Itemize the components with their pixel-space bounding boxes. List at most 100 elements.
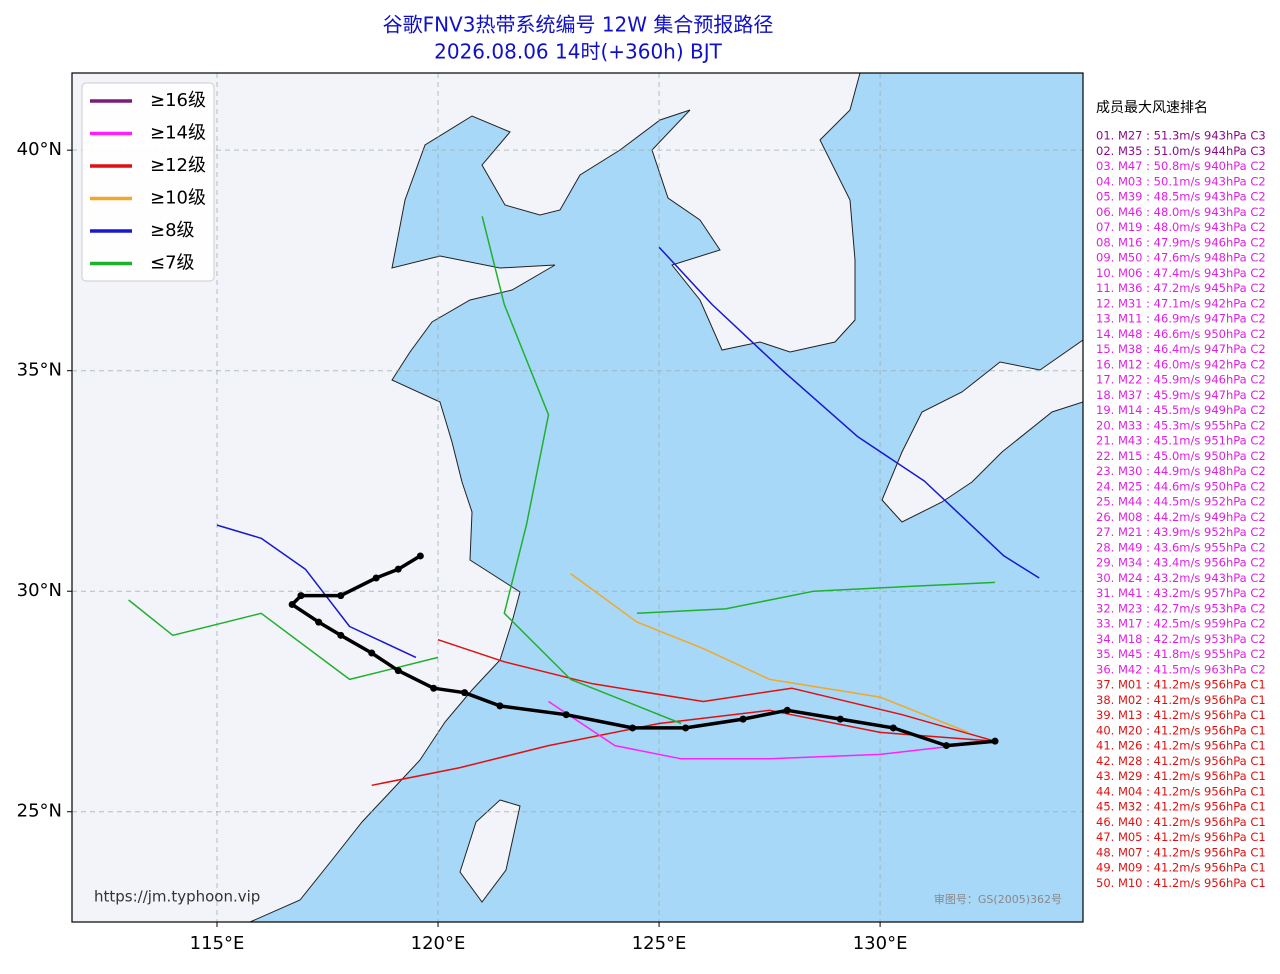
grid xyxy=(72,73,1083,922)
member-track xyxy=(658,246,1040,579)
ranking-item: 27. M21 : 43.9m/s 952hPa C2 xyxy=(1096,525,1266,539)
ranking-item: 09. M50 : 47.6m/s 948hPa C2 xyxy=(1096,251,1266,265)
mean-track-point xyxy=(337,631,345,639)
ranking-item: 18. M37 : 45.9m/s 947hPa C2 xyxy=(1096,388,1266,402)
ranking-item: 46. M40 : 41.2m/s 956hPa C1 xyxy=(1096,815,1266,829)
ranking-item: 10. M06 : 47.4m/s 943hPa C2 xyxy=(1096,266,1266,280)
ranking-item: 02. M35 : 51.0m/s 944hPa C3 xyxy=(1096,144,1266,158)
ranking-item: 19. M14 : 45.5m/s 949hPa C2 xyxy=(1096,403,1266,417)
mean-track-point xyxy=(562,711,570,719)
ranking-item: 30. M24 : 43.2m/s 943hPa C2 xyxy=(1096,571,1266,585)
ranking-item: 04. M03 : 50.1m/s 943hPa C2 xyxy=(1096,174,1266,188)
member-track xyxy=(371,709,996,787)
y-tick-label: 30°N xyxy=(17,580,62,601)
ranking-item: 43. M29 : 41.2m/s 956hPa C1 xyxy=(1096,769,1266,783)
mean-track-point xyxy=(461,689,469,697)
axes: 115°E 120°E 125°E 130°E 25°N 30°N 35°N 40°N xyxy=(17,139,908,954)
mean-track-point xyxy=(288,600,296,608)
legend-label: ≥8级 xyxy=(150,220,195,241)
ranking-item: 48. M07 : 41.2m/s 956hPa C1 xyxy=(1096,845,1266,859)
member-track xyxy=(128,599,439,681)
ranking-item: 32. M23 : 42.7m/s 953hPa C2 xyxy=(1096,601,1266,615)
mean-track-point xyxy=(496,702,504,710)
ranking-title: 成员最大风速排名 xyxy=(1096,100,1208,116)
review-number: 审图号：GS(2005)362号 xyxy=(934,892,1062,906)
land-japan xyxy=(881,339,1083,523)
ranking-item: 22. M15 : 45.0m/s 950hPa C2 xyxy=(1096,449,1266,463)
ranking-item: 49. M09 : 41.2m/s 956hPa C1 xyxy=(1096,861,1266,875)
mean-track-point xyxy=(416,552,424,560)
y-tick-label: 25°N xyxy=(17,801,62,822)
source-url: https://jm.typhoon.vip xyxy=(94,888,260,906)
ranking-item: 39. M13 : 41.2m/s 956hPa C1 xyxy=(1096,708,1266,722)
legend-box xyxy=(81,82,215,282)
legend-label: ≤7级 xyxy=(150,253,195,274)
ranking-item: 29. M34 : 43.4m/s 956hPa C2 xyxy=(1096,556,1266,570)
mean-track-point xyxy=(394,667,402,675)
ranking-item: 12. M31 : 47.1m/s 942hPa C2 xyxy=(1096,296,1266,310)
x-tick-label: 125°E xyxy=(632,933,687,954)
ranking-item: 26. M08 : 44.2m/s 949hPa C2 xyxy=(1096,510,1266,524)
ranking-item: 07. M19 : 48.0m/s 943hPa C2 xyxy=(1096,220,1266,234)
mean-track-point xyxy=(368,649,376,657)
mean-track-point xyxy=(942,742,950,750)
map-frame xyxy=(71,72,1084,923)
legend: ≥16级 ≥14级 ≥12级 ≥10级 ≥8级 ≤7级 xyxy=(81,82,215,282)
ranking-item: 23. M30 : 44.9m/s 948hPa C2 xyxy=(1096,464,1266,478)
mean-track-point xyxy=(372,574,380,582)
y-tick-label: 40°N xyxy=(17,139,62,160)
ranking-item: 24. M25 : 44.6m/s 950hPa C2 xyxy=(1096,479,1266,493)
ranking-item: 01. M27 : 51.3m/s 943hPa C3 xyxy=(1096,129,1266,143)
member-track xyxy=(548,700,996,760)
ranking-item: 17. M22 : 45.9m/s 946hPa C2 xyxy=(1096,373,1266,387)
ranking-item: 34. M18 : 42.2m/s 953hPa C2 xyxy=(1096,632,1266,646)
ranking-item: 47. M05 : 41.2m/s 956hPa C1 xyxy=(1096,830,1266,844)
ranking-item: 37. M01 : 41.2m/s 956hPa C1 xyxy=(1096,678,1266,692)
chart-title: 谷歌FNV3热带系统编号 12W 集合预报路径 xyxy=(383,13,774,37)
legend-label: ≥10级 xyxy=(150,188,206,209)
mean-track-point xyxy=(739,715,747,723)
ranking-item: 35. M45 : 41.8m/s 955hPa C2 xyxy=(1096,647,1266,661)
ranking-item: 05. M39 : 48.5m/s 943hPa C2 xyxy=(1096,190,1266,204)
ranking-item: 25. M44 : 44.5m/s 952hPa C2 xyxy=(1096,495,1266,509)
ranking-item: 21. M43 : 45.1m/s 951hPa C2 xyxy=(1096,434,1266,448)
ranking-item: 45. M32 : 41.2m/s 956hPa C1 xyxy=(1096,800,1266,814)
ranking-item: 41. M26 : 41.2m/s 956hPa C1 xyxy=(1096,739,1266,753)
legend-label: ≥16级 xyxy=(150,90,206,111)
legend-label: ≥14级 xyxy=(150,123,206,144)
mean-track-point xyxy=(297,592,305,600)
tracks xyxy=(128,216,1040,787)
ranking-item: 16. M12 : 46.0m/s 942hPa C2 xyxy=(1096,357,1266,371)
y-tick-label: 35°N xyxy=(17,360,62,381)
mean-track-point xyxy=(682,724,690,732)
ranking-item: 42. M28 : 41.2m/s 956hPa C1 xyxy=(1096,754,1266,768)
legend-label: ≥12级 xyxy=(150,155,206,176)
mean-track-point xyxy=(315,618,323,626)
ranking-item: 14. M48 : 46.6m/s 950hPa C2 xyxy=(1096,327,1266,341)
member-track xyxy=(570,572,969,734)
mean-track-point xyxy=(394,565,402,573)
ranking-item: 44. M04 : 41.2m/s 956hPa C1 xyxy=(1096,784,1266,798)
ranking-item: 31. M41 : 43.2m/s 957hPa C2 xyxy=(1096,586,1266,600)
ranking-item: 28. M49 : 43.6m/s 955hPa C2 xyxy=(1096,540,1266,554)
ranking-item: 06. M46 : 48.0m/s 943hPa C2 xyxy=(1096,205,1266,219)
mean-track-point xyxy=(337,592,345,600)
ranking-item: 03. M47 : 50.8m/s 940hPa C2 xyxy=(1096,159,1266,173)
ranking-item: 40. M20 : 41.2m/s 956hPa C1 xyxy=(1096,723,1266,737)
ranking-item: 36. M42 : 41.5m/s 963hPa C2 xyxy=(1096,662,1266,676)
mean-track-point xyxy=(889,724,897,732)
x-tick-label: 115°E xyxy=(190,933,245,954)
mean-track-point xyxy=(836,715,844,723)
mean-track-point xyxy=(430,684,438,692)
member-track xyxy=(636,581,996,615)
ranking-item: 15. M38 : 46.4m/s 947hPa C2 xyxy=(1096,342,1266,356)
mean-track-point xyxy=(629,724,637,732)
member-track xyxy=(437,638,996,742)
member-track xyxy=(216,524,417,659)
ranking-item: 20. M33 : 45.3m/s 955hPa C2 xyxy=(1096,418,1266,432)
mean-track xyxy=(290,554,996,748)
member-track xyxy=(481,216,682,725)
